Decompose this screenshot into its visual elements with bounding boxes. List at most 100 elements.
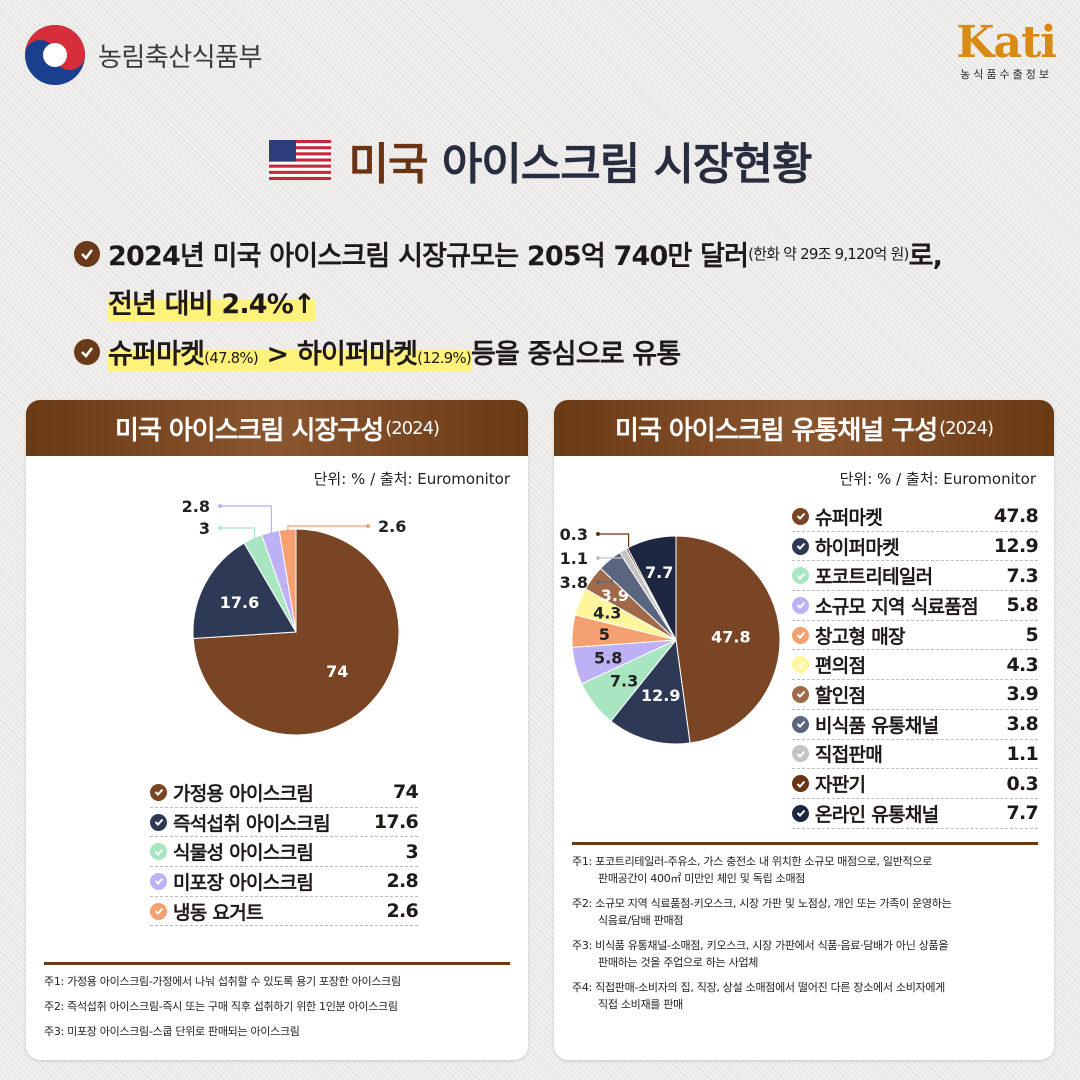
page-title: 미국 아이스크림 시장현황 [0,128,1080,192]
market-composition-legend-value: 74 [392,781,419,804]
pie-callout-dot-7 [596,580,600,584]
market-composition-legend-name: 냉동 요거트 [173,901,264,924]
bullet-market-size: 2024년 미국 아이스크림 시장규모는 205억 740만 달러 (한화 약 2… [74,234,943,273]
pie-callout-line-2 [220,527,256,543]
distribution-channel-legend-row: 포코트리테일러 7.3 [792,561,1039,592]
check-icon [792,537,809,555]
pie-callout-line-8 [598,554,626,559]
bullet-supermarket-pct: (47.8%) [204,349,259,367]
market-composition-legend-name: 미포장 아이스크림 [173,871,314,894]
pie-callout-dot-3 [218,504,222,508]
kati-logo-word: Kati [956,17,1057,68]
check-icon [150,843,167,861]
pie-callout-dot-4 [366,524,370,528]
market-composition-legend-name: 식물성 아이스크림 [173,842,314,865]
distribution-channel-legend-row: 편의점 4.3 [792,650,1039,681]
distribution-channel-legend-value: 7.7 [1006,802,1038,825]
distribution-channel-legend-value: 3.9 [1006,683,1038,706]
distribution-channel-legend-name: 창고형 매장 [815,625,906,648]
distribution-channel-legend-name: 편의점 [815,655,866,678]
pie-slice-0 [675,535,781,744]
check-icon [150,902,167,920]
market-composition-legend-name: 즉석섭취 아이스크림 [173,812,331,835]
distribution-channel-legend-value: 1.1 [1006,742,1038,765]
market-composition-legend-row: 냉동 요거트 2.6 [150,897,419,927]
market-composition-legend-row: 식물성 아이스크림 3 [150,837,419,868]
pie-slice-1 [610,638,691,745]
market-composition-pie: 74 17.6 3 2.8 2.6 [182,497,406,736]
taegeuk-emblem-icon [25,25,85,85]
check-icon [74,240,100,267]
bullet-hypermarket-pct: (12.9%) [417,349,472,367]
pie-label-3: 5.8 [594,649,622,668]
check-icon [792,804,809,822]
footnote: 주2: 즉석섭취 아이스크림-즉시 또는 구매 직후 섭취하기 위한 1인분 아… [44,1000,398,1013]
market-composition-legend-row: 즉석섭취 아이스크림 17.6 [150,808,419,838]
bullet-greater-than: > [257,339,297,370]
check-icon [74,338,100,365]
footnote: 주4: 직접판매-소비자의 집, 직장, 상설 소매점에서 떨어진 다른 장소에… [572,981,945,1011]
bullet-channels: 슈퍼마켓(47.8%) > 하이퍼마켓(12.9%) 등을 중심으로 유통 [74,332,681,371]
distribution-channel-legend-row: 창고형 매장 5 [792,621,1039,651]
pie-label-0: 74 [326,662,348,681]
distribution-channel-legend: 슈퍼마켓 47.8 하이퍼마켓 12.9 포코트리테일러 7.3 소규모 지역 식료품점 5.… [792,502,1039,829]
check-icon [150,813,167,831]
title-rest: 아이스크림 시장현황 [441,139,813,190]
distribution-channel-pie: 47.8 12.97.3 5.8 5 4.33.9 3.8 1.1 0.3 7.7 [560,525,781,745]
distribution-channel-legend-name: 슈퍼마켓 [815,506,883,529]
check-icon [792,507,809,525]
bullet-krw-conversion: (한화 약 29조 9,120억 원) [748,245,909,263]
market-composition-legend-value: 17.6 [373,811,419,834]
pie-label-0: 47.8 [711,627,750,646]
footnote: 주2: 소규모 지역 식료품점-키오스크, 시장 가판 및 노점상, 개인 또는… [572,897,952,927]
pie-label-1: 12.9 [641,686,680,705]
distribution-channel-title-text: 미국 아이스크림 유통채널 구성 [615,415,938,446]
pie-callout-dot-2 [218,526,222,530]
market-composition-card: 미국 아이스크림 시장구성 (2024) 단위: % / 출처: Euromoni… [26,400,528,1060]
pie-label-7: 3.8 [560,573,588,592]
distribution-channel-legend-row: 비식품 유통채널 3.8 [792,710,1039,740]
distribution-channel-legend-name: 할인점 [815,684,866,707]
distribution-channel-legend-name: 소규모 지역 식료품점 [815,595,979,618]
bullet-supermarket: 슈퍼마켓 [108,339,205,370]
market-composition-legend-value: 2.8 [386,870,418,893]
pie-callout-dot-8 [596,556,600,560]
distribution-channel-legend-value: 47.8 [993,505,1039,528]
distribution-channel-legend-row: 자판기 0.3 [792,769,1039,799]
kati-logo: Kati 농식품수출정보 [956,17,1057,82]
check-icon [792,745,809,763]
bullet-channels-end: 등을 중심으로 유통 [470,339,681,370]
bullet-growth-text: 전년 대비 2.4%↑ [108,282,316,321]
market-composition-legend-name: 가정용 아이스크림 [173,782,314,805]
market-composition-legend-value: 2.6 [386,900,418,923]
pie-callout-line-4 [287,525,368,534]
check-icon [792,656,809,674]
distribution-channel-legend-name: 온라인 유통채널 [815,803,939,826]
pie-label-2: 7.3 [610,672,638,691]
pie-label-4: 5 [599,625,610,644]
pie-callout-line-7 [598,562,613,583]
distribution-channel-legend-row: 온라인 유통채널 7.7 [792,799,1039,829]
footnote: 주1: 가정용 아이스크림-가정에서 나눠 섭취할 수 있도록 용기 포장한 아… [44,975,401,988]
distribution-channel-legend-value: 0.3 [1006,772,1038,795]
pie-label-6: 3.9 [601,586,629,605]
distribution-channel-legend-row: 직접판매 1.1 [792,740,1039,770]
bullet-market-size-text: 2024년 미국 아이스크림 시장규모는 205억 740만 달러 [108,241,749,272]
distribution-channel-legend-value: 3.8 [1006,713,1038,736]
market-composition-notes: 주1: 가정용 아이스크림-가정에서 나눠 섭취할 수 있도록 용기 포장한 아… [44,962,510,1040]
distribution-channel-legend-name: 자판기 [815,774,866,797]
bullet-market-size-end: 로, [908,241,943,272]
distribution-channel-title: 미국 아이스크림 유통채널 구성 (2024) [554,400,1054,456]
pie-label-5: 4.3 [593,604,621,623]
check-icon [792,596,809,614]
market-composition-legend: 가정용 아이스크림 74 즉석섭취 아이스크림 17.6 식물성 아이스크림 3 미포장 아… [150,778,419,927]
bullet-growth: 전년 대비 2.4%↑ [108,282,316,321]
market-composition-legend-value: 3 [405,840,418,863]
footnote: 주1: 포코트리테일러-주유소, 가스 충전소 내 위치한 소규모 매점으로, … [572,855,932,885]
pie-label-4: 2.6 [378,517,406,536]
market-composition-legend-row: 가정용 아이스크림 74 [150,778,419,808]
check-icon [150,872,167,890]
check-icon [150,783,167,801]
distribution-channel-legend-name: 하이퍼마켓 [815,536,900,559]
kati-logo-subtitle: 농식품수출정보 [960,68,1053,81]
